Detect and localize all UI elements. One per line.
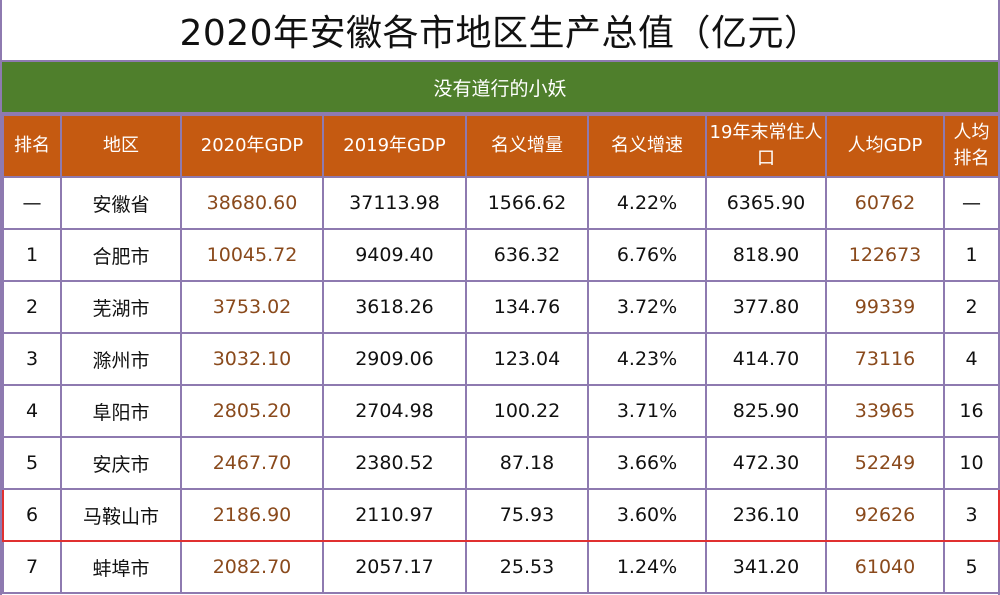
cell-gdp-2020: 2082.70 (180, 540, 324, 594)
cell-nominal-increase: 134.76 (465, 280, 589, 334)
column-header-gdp-2019: 2019年GDP (322, 114, 467, 178)
cell-population: 472.30 (705, 436, 827, 490)
cell-nominal-growth: 4.22% (587, 176, 707, 230)
gdp-table: 排名 地区 2020年GDP 2019年GDP 名义增量 名义增速 19年末常住人口 人均GD… (2, 114, 1000, 594)
cell-gdp-2020: 2186.90 (180, 488, 324, 542)
cell-gdp-per-capita: 60762 (825, 176, 945, 230)
table-row: 2 芜湖市 3753.02 3618.26 134.76 3.72% 377.80 99339… (2, 280, 1000, 334)
cell-region: 蚌埠市 (60, 540, 182, 594)
cell-per-capita-rank: 4 (943, 332, 1000, 386)
cell-gdp-per-capita: 92626 (825, 488, 945, 542)
cell-per-capita-rank: 16 (943, 384, 1000, 438)
cell-gdp-per-capita: 122673 (825, 228, 945, 282)
cell-rank: — (2, 176, 62, 230)
cell-gdp-per-capita: 99339 (825, 280, 945, 334)
cell-rank: 2 (2, 280, 62, 334)
cell-region: 芜湖市 (60, 280, 182, 334)
cell-gdp-2020: 3032.10 (180, 332, 324, 386)
cell-gdp-2020: 2467.70 (180, 436, 324, 490)
cell-nominal-increase: 123.04 (465, 332, 589, 386)
cell-rank: 4 (2, 384, 62, 438)
cell-nominal-increase: 636.32 (465, 228, 589, 282)
cell-population: 341.20 (705, 540, 827, 594)
table-row: 5 安庆市 2467.70 2380.52 87.18 3.66% 472.30 52249 1… (2, 436, 1000, 490)
cell-nominal-growth: 3.71% (587, 384, 707, 438)
column-header-per-capita-rank: 人均排名 (943, 114, 1000, 178)
column-header-gdp-per-capita: 人均GDP (825, 114, 945, 178)
cell-per-capita-rank: 3 (943, 488, 1000, 542)
cell-gdp-2020: 38680.60 (180, 176, 324, 230)
cell-rank: 7 (2, 540, 62, 594)
cell-nominal-growth: 6.76% (587, 228, 707, 282)
header-row: 排名 地区 2020年GDP 2019年GDP 名义增量 名义增速 19年末常住人口 人均GD… (2, 114, 1000, 178)
cell-nominal-growth: 3.60% (587, 488, 707, 542)
cell-per-capita-rank: 10 (943, 436, 1000, 490)
cell-rank: 3 (2, 332, 62, 386)
cell-nominal-growth: 3.66% (587, 436, 707, 490)
cell-gdp-2019: 2110.97 (322, 488, 467, 542)
cell-rank: 5 (2, 436, 62, 490)
page-title: 2020年安徽各市地区生产总值（亿元） (2, 0, 998, 62)
table-row: 3 滁州市 3032.10 2909.06 123.04 4.23% 414.70 73116… (2, 332, 1000, 386)
cell-gdp-2019: 3618.26 (322, 280, 467, 334)
cell-region: 安庆市 (60, 436, 182, 490)
cell-region: 马鞍山市 (60, 488, 182, 542)
column-header-region: 地区 (60, 114, 182, 178)
cell-gdp-2020: 10045.72 (180, 228, 324, 282)
cell-rank: 6 (2, 488, 62, 542)
cell-nominal-increase: 1566.62 (465, 176, 589, 230)
cell-population: 414.70 (705, 332, 827, 386)
cell-gdp-2019: 2380.52 (322, 436, 467, 490)
column-header-nominal-increase: 名义增量 (465, 114, 589, 178)
cell-region: 合肥市 (60, 228, 182, 282)
cell-nominal-increase: 87.18 (465, 436, 589, 490)
column-header-gdp-2020: 2020年GDP (180, 114, 324, 178)
cell-gdp-2020: 3753.02 (180, 280, 324, 334)
cell-gdp-2019: 9409.40 (322, 228, 467, 282)
table-row: 7 蚌埠市 2082.70 2057.17 25.53 1.24% 341.20 61040 5 (2, 540, 1000, 594)
table-row-highlighted: 6 马鞍山市 2186.90 2110.97 75.93 3.60% 236.10 92626… (2, 488, 1000, 542)
cell-gdp-2019: 37113.98 (322, 176, 467, 230)
cell-nominal-increase: 25.53 (465, 540, 589, 594)
cell-per-capita-rank: — (943, 176, 1000, 230)
cell-per-capita-rank: 1 (943, 228, 1000, 282)
cell-per-capita-rank: 2 (943, 280, 1000, 334)
cell-population: 6365.90 (705, 176, 827, 230)
cell-population: 236.10 (705, 488, 827, 542)
column-header-population: 19年末常住人口 (705, 114, 827, 178)
cell-gdp-per-capita: 73116 (825, 332, 945, 386)
cell-rank: 1 (2, 228, 62, 282)
cell-gdp-per-capita: 52249 (825, 436, 945, 490)
cell-nominal-increase: 100.22 (465, 384, 589, 438)
column-header-nominal-growth: 名义增速 (587, 114, 707, 178)
cell-nominal-increase: 75.93 (465, 488, 589, 542)
cell-gdp-per-capita: 33965 (825, 384, 945, 438)
cell-nominal-growth: 1.24% (587, 540, 707, 594)
table-row: 4 阜阳市 2805.20 2704.98 100.22 3.71% 825.90 33965… (2, 384, 1000, 438)
cell-region: 阜阳市 (60, 384, 182, 438)
subtitle-banner: 没有道行的小妖 (2, 62, 998, 114)
cell-gdp-2019: 2909.06 (322, 332, 467, 386)
table-row: — 安徽省 38680.60 37113.98 1566.62 4.22% 6365.90 6… (2, 176, 1000, 230)
cell-gdp-2019: 2704.98 (322, 384, 467, 438)
table-body: — 安徽省 38680.60 37113.98 1566.62 4.22% 6365.90 6… (2, 176, 1000, 594)
cell-region: 滁州市 (60, 332, 182, 386)
cell-gdp-2019: 2057.17 (322, 540, 467, 594)
cell-nominal-growth: 3.72% (587, 280, 707, 334)
table-row: 1 合肥市 10045.72 9409.40 636.32 6.76% 818.90 1226… (2, 228, 1000, 282)
cell-gdp-2020: 2805.20 (180, 384, 324, 438)
cell-region: 安徽省 (60, 176, 182, 230)
cell-population: 825.90 (705, 384, 827, 438)
cell-population: 377.80 (705, 280, 827, 334)
cell-per-capita-rank: 5 (943, 540, 1000, 594)
cell-gdp-per-capita: 61040 (825, 540, 945, 594)
column-header-rank: 排名 (2, 114, 62, 178)
cell-population: 818.90 (705, 228, 827, 282)
cell-nominal-growth: 4.23% (587, 332, 707, 386)
